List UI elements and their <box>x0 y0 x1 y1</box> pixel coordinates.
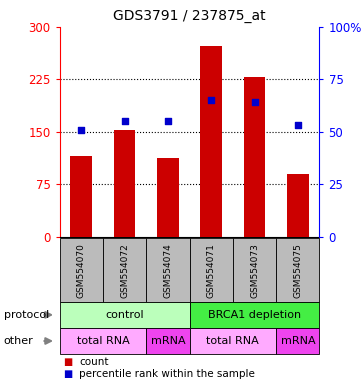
Point <box>78 127 84 133</box>
Point <box>252 99 257 106</box>
Text: control: control <box>105 310 144 320</box>
Title: GDS3791 / 237875_at: GDS3791 / 237875_at <box>113 9 266 23</box>
Text: GSM554073: GSM554073 <box>250 243 259 298</box>
Text: BRCA1 depletion: BRCA1 depletion <box>208 310 301 320</box>
Text: GSM554071: GSM554071 <box>207 243 216 298</box>
Bar <box>157 157 179 237</box>
Text: other: other <box>4 336 33 346</box>
Bar <box>200 46 222 237</box>
Bar <box>244 77 265 237</box>
Text: ■: ■ <box>63 357 73 367</box>
Text: mRNA: mRNA <box>280 336 315 346</box>
Point <box>295 122 301 129</box>
Bar <box>70 156 92 237</box>
Text: GSM554075: GSM554075 <box>293 243 302 298</box>
Text: percentile rank within the sample: percentile rank within the sample <box>79 369 255 379</box>
Point <box>165 118 171 124</box>
Text: GSM554070: GSM554070 <box>77 243 86 298</box>
Text: count: count <box>79 357 109 367</box>
Text: protocol: protocol <box>4 310 49 320</box>
Text: ■: ■ <box>63 369 73 379</box>
Text: total RNA: total RNA <box>77 336 129 346</box>
Point <box>122 118 127 124</box>
Text: mRNA: mRNA <box>151 336 185 346</box>
Bar <box>287 174 309 237</box>
Bar <box>114 130 135 237</box>
Text: GSM554074: GSM554074 <box>164 243 172 298</box>
Text: total RNA: total RNA <box>206 336 259 346</box>
Point <box>208 97 214 103</box>
Text: GSM554072: GSM554072 <box>120 243 129 298</box>
